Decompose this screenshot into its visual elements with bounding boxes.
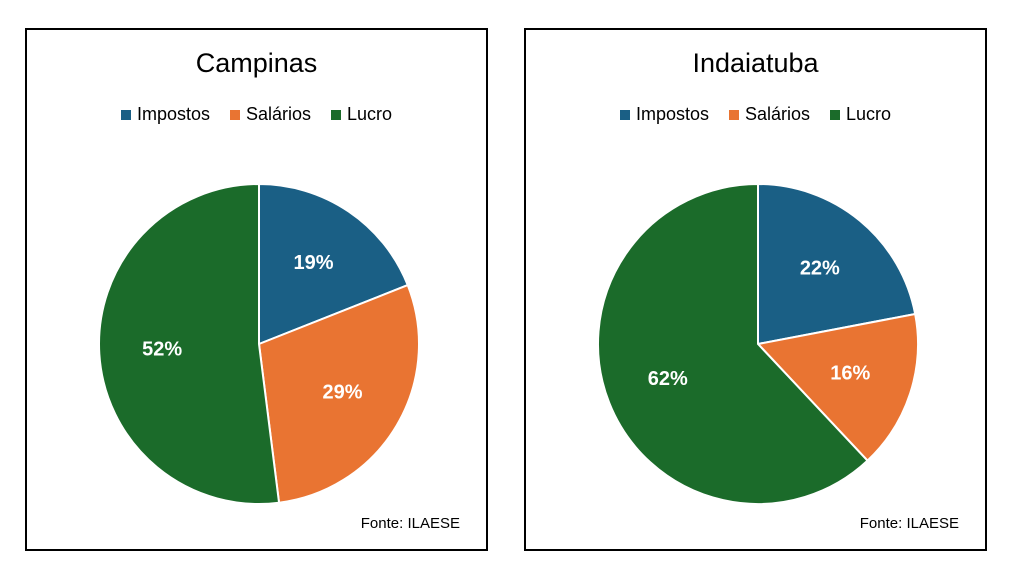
data-label-salarios: 29% bbox=[322, 382, 362, 404]
data-label-salarios: 16% bbox=[830, 362, 870, 384]
chart-title: Indaiatuba bbox=[692, 48, 819, 78]
legend-label: Lucro bbox=[347, 104, 393, 124]
chart-legend: Impostos Salários Lucro bbox=[27, 104, 486, 125]
legend-label: Impostos bbox=[635, 104, 709, 124]
pie-slice-impostos bbox=[258, 182, 410, 346]
pie-slice-lucro bbox=[98, 182, 281, 505]
legend-swatch-impostos bbox=[619, 109, 630, 120]
legend-swatch-lucro bbox=[830, 109, 841, 120]
source-note: Fonte: ILAESE bbox=[360, 515, 460, 532]
pie-slice-impostos bbox=[757, 182, 917, 346]
pie-slice-salarios bbox=[257, 283, 420, 504]
chart-panel-indaiatuba: Indaiatuba Impostos Salários Lucro 22% 16… bbox=[524, 28, 987, 551]
legend-swatch-impostos bbox=[120, 109, 131, 120]
chart-title: Campinas bbox=[195, 48, 318, 78]
pie-slice-lucro bbox=[597, 182, 869, 505]
pie-slice-salarios bbox=[756, 312, 920, 463]
legend-swatch-salarios bbox=[728, 109, 739, 120]
legend-item-salarios: Salários bbox=[728, 104, 811, 125]
legend-label: Impostos bbox=[136, 104, 210, 124]
legend-item-lucro: Lucro bbox=[830, 104, 891, 125]
legend-swatch-lucro bbox=[331, 109, 342, 120]
source-note: Fonte: ILAESE bbox=[859, 515, 959, 532]
chart-legend: Impostos Salários Lucro bbox=[526, 104, 985, 125]
legend-item-impostos: Impostos bbox=[619, 104, 709, 125]
pie-chart-campinas: 19% 29% 52% bbox=[98, 182, 420, 505]
data-label-lucro: 52% bbox=[142, 338, 182, 360]
legend-label: Salários bbox=[245, 104, 312, 124]
legend-item-impostos: Impostos bbox=[120, 104, 210, 125]
data-label-impostos: 19% bbox=[294, 252, 334, 274]
legend-label: Salários bbox=[744, 104, 811, 124]
data-label-impostos: 22% bbox=[800, 258, 840, 280]
chart-panel-campinas: Campinas Impostos Salários Lucro 19% 29% 5… bbox=[25, 28, 488, 551]
data-label-lucro: 62% bbox=[648, 368, 688, 390]
pie-chart-indaiatuba: 22% 16% 62% bbox=[597, 182, 920, 505]
legend-item-lucro: Lucro bbox=[331, 104, 392, 125]
legend-item-salarios: Salários bbox=[229, 104, 312, 125]
legend-label: Lucro bbox=[846, 104, 892, 124]
legend-swatch-salarios bbox=[229, 109, 240, 120]
